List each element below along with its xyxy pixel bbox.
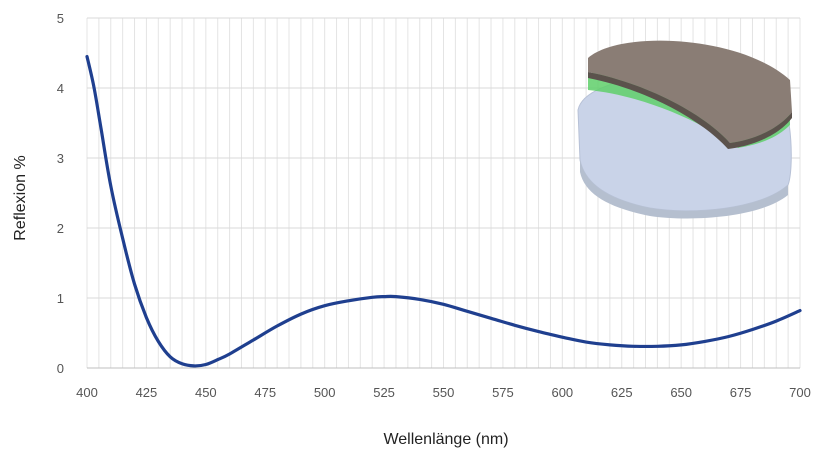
x-tick-label: 450	[195, 385, 217, 400]
y-tick-labels: 0 1 2 3 4 5	[57, 11, 64, 376]
y-tick-label: 1	[57, 291, 64, 306]
x-tick-label: 425	[136, 385, 158, 400]
x-tick-label: 650	[670, 385, 692, 400]
x-tick-label: 675	[730, 385, 752, 400]
lens-coating-layers-icon	[577, 40, 792, 219]
y-tick-label: 3	[57, 151, 64, 166]
x-tick-label: 600	[551, 385, 573, 400]
y-axis-title: Reflexion %	[12, 155, 29, 240]
x-tick-labels: 400 425 450 475 500 525 550 575 600 625 650 675 700	[76, 385, 811, 400]
lens-top-layer	[588, 40, 792, 143]
y-tick-label: 2	[57, 221, 64, 236]
x-tick-label: 525	[373, 385, 395, 400]
x-tick-label: 575	[492, 385, 514, 400]
x-tick-label: 700	[789, 385, 811, 400]
x-tick-label: 625	[611, 385, 633, 400]
x-tick-label: 500	[314, 385, 336, 400]
x-tick-label: 400	[76, 385, 98, 400]
y-tick-label: 5	[57, 11, 64, 26]
x-tick-label: 550	[433, 385, 455, 400]
reflection-curve	[85, 54, 802, 368]
x-tick-label: 475	[254, 385, 276, 400]
lens-top-edge	[588, 72, 792, 149]
y-tick-label: 4	[57, 81, 64, 96]
lens-base-edge	[580, 160, 788, 219]
y-tick-label: 0	[57, 361, 64, 376]
x-axis-title: Wellenlänge (nm)	[383, 431, 508, 448]
